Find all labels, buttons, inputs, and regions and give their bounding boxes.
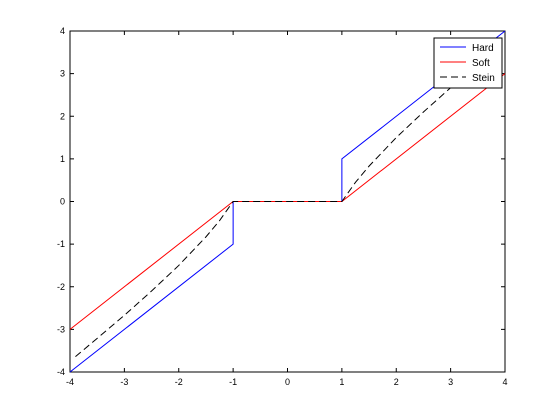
y-tick-label: -4	[57, 367, 65, 377]
x-tick-label: -2	[175, 377, 183, 387]
legend: Hard Soft Stein	[433, 37, 503, 89]
y-tick-label: 2	[60, 111, 65, 121]
x-tick-label: 3	[448, 377, 453, 387]
series-line-stein	[75, 45, 500, 358]
y-tick-label: -1	[57, 239, 65, 249]
y-tick-label: 1	[60, 154, 65, 164]
x-tick-label: 2	[394, 377, 399, 387]
y-tick-label: 4	[60, 26, 65, 36]
x-tick-label: -1	[229, 377, 237, 387]
y-tick-label: 0	[60, 197, 65, 207]
y-tick-label: 3	[60, 69, 65, 79]
x-tick-label: 1	[339, 377, 344, 387]
legend-label-hard: Hard	[472, 43, 494, 54]
legend-label-soft: Soft	[472, 58, 490, 69]
y-tick-label: -2	[57, 282, 65, 292]
legend-label-stein: Stein	[472, 73, 495, 84]
y-tick-label: -3	[57, 324, 65, 334]
x-tick-label: -4	[66, 377, 74, 387]
axis-ticks: -4 -3 -2 -1 0 1 2 3 4 -4 -3 -2 -1 0 1 2 3 4	[57, 26, 508, 387]
x-tick-label: -3	[120, 377, 128, 387]
series-layer	[69, 30, 506, 373]
x-tick-label: 4	[502, 377, 507, 387]
x-tick-label: 0	[285, 377, 290, 387]
legend-box	[433, 37, 503, 89]
